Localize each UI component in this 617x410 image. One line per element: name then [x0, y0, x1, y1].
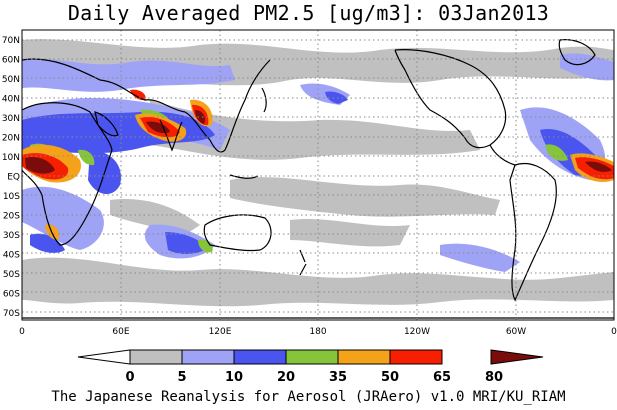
- colorbar-right-arrow: [490, 349, 544, 365]
- gridlines: [22, 30, 614, 320]
- longitude-label: 120E: [209, 327, 232, 337]
- longitude-label: 60E: [112, 327, 129, 337]
- colorbar-box: [389, 349, 443, 365]
- latitude-label: 10S: [3, 192, 20, 202]
- latitude-label: 30S: [3, 231, 20, 241]
- colorbar-tick-labels: 0 5 10 20 35 50 65 80: [125, 370, 503, 385]
- latitude-label: 70N: [2, 36, 20, 46]
- colorbar: 0 5 10 20 35 50 65 80: [77, 349, 544, 385]
- latitude-label: 20N: [2, 134, 20, 144]
- latitude-label: 30N: [2, 114, 20, 124]
- longitude-label: 60W: [506, 327, 526, 337]
- latitude-label: 50S: [3, 270, 20, 280]
- credit-line: The Japanese Reanalysis for Aerosol (JRA…: [51, 389, 566, 405]
- colorbar-box: [233, 349, 287, 365]
- colorbar-box: [337, 349, 391, 365]
- colorbar-left-arrow: [77, 349, 131, 365]
- colorbar-tick: 0: [125, 370, 134, 385]
- colorbar-tick: 10: [225, 370, 243, 385]
- latitude-label: 40N: [2, 95, 20, 105]
- colorbar-tick: 35: [329, 370, 347, 385]
- colorbar-box: [181, 349, 235, 365]
- colorbar-tick: 80: [485, 370, 503, 385]
- latitude-label: 10N: [2, 153, 20, 163]
- map-title: Daily Averaged PM2.5 [ug/m3]: 03Jan2013: [67, 1, 550, 25]
- colorbar-box: [129, 349, 183, 365]
- latitude-label: 50N: [2, 75, 20, 85]
- colorbar-tick: 50: [381, 370, 399, 385]
- latitude-label: 60N: [2, 56, 20, 66]
- colorbar-box: [285, 349, 339, 365]
- latitude-label: 70S: [3, 309, 20, 319]
- latitude-label: 20S: [3, 212, 20, 222]
- longitude-label: 180: [309, 327, 326, 337]
- colorbar-tick: 20: [277, 370, 295, 385]
- pm25-field: [22, 39, 614, 319]
- latitude-label: 40S: [3, 251, 20, 261]
- latitude-label: EQ: [7, 173, 20, 183]
- longitude-label: 120W: [404, 327, 430, 337]
- colorbar-tick: 65: [433, 370, 451, 385]
- latitude-labels: 70N 60N 50N 40N 30N 20N 10N EQ 10S 20S 30S 40S 50S 60…: [2, 36, 20, 319]
- colorbar-tick: 5: [177, 370, 186, 385]
- longitude-label: 0: [19, 327, 25, 337]
- map-frame: [21, 29, 615, 321]
- longitude-labels: 0 60E 120E 180 120W 60W 0: [19, 327, 617, 337]
- longitude-label: 0: [611, 327, 617, 337]
- latitude-label: 60S: [3, 290, 20, 300]
